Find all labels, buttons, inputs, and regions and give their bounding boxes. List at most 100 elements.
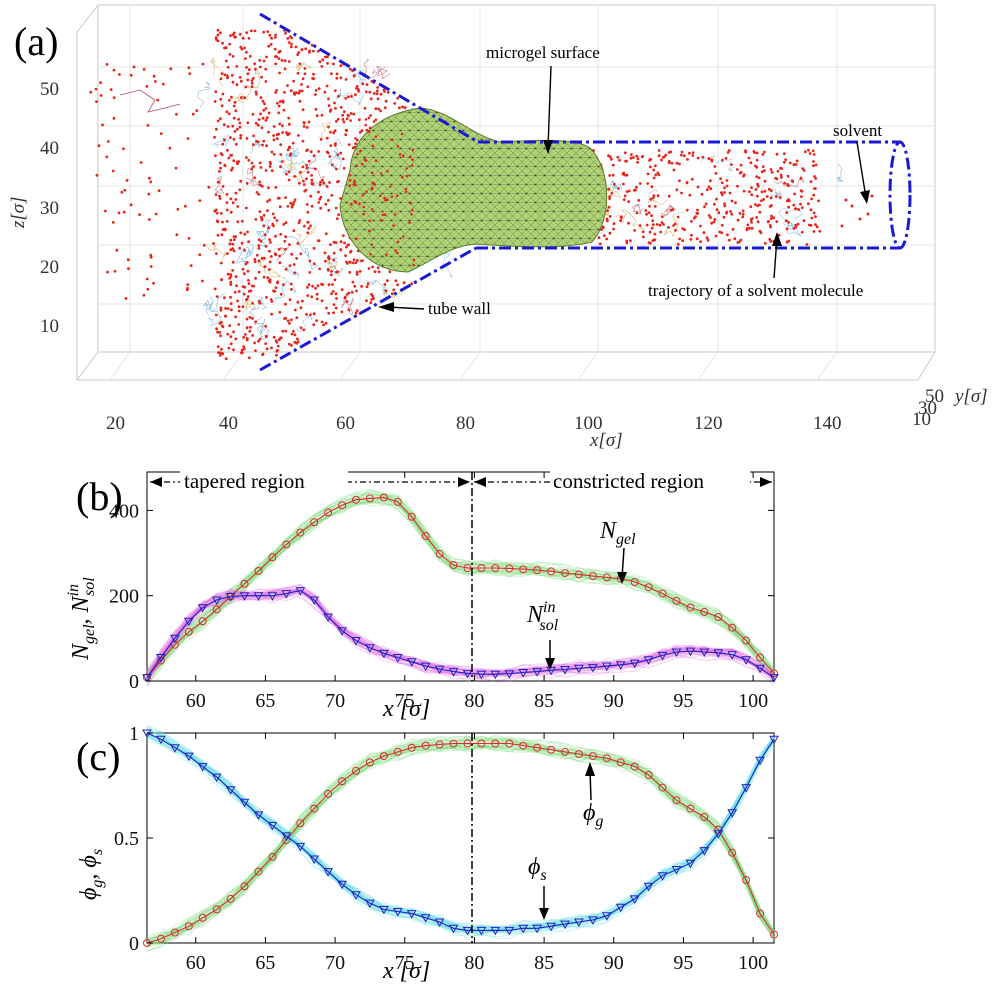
solvent-particle (403, 106, 407, 110)
solvent-particle (316, 284, 320, 288)
solvent-particle (327, 311, 331, 315)
solvent-particle (785, 211, 789, 215)
solvent-particle (316, 239, 320, 243)
x-tick-95: 95 (673, 690, 693, 712)
data-point-N_sol^in (197, 604, 208, 613)
solvent-particle (219, 117, 222, 121)
y-tick-10: 10 (912, 409, 931, 430)
data-point-ϕ_g (505, 739, 514, 748)
solvent-particle (339, 248, 342, 252)
solvent-particle (775, 220, 779, 224)
solvent-particle (755, 175, 758, 179)
solvent-particle (257, 339, 260, 343)
solvent-particle (288, 35, 292, 38)
solvent-particle (712, 220, 716, 224)
solvent-particle (245, 50, 248, 54)
trajectory (778, 207, 803, 228)
solvent-particle (229, 335, 233, 339)
solvent-particle (318, 183, 322, 187)
solvent-particle (608, 195, 612, 198)
solvent-particle (250, 79, 254, 82)
solvent-particle (161, 82, 165, 86)
solvent-particle (221, 41, 225, 45)
solvent-particle (329, 108, 333, 112)
solvent-particle (307, 120, 311, 124)
data-point-ϕ_s (197, 763, 208, 772)
solvent-particle (284, 31, 287, 35)
solvent-particle (219, 261, 223, 265)
solvent-particle (246, 72, 250, 76)
solvent-particle (355, 86, 358, 90)
solvent-particle (220, 233, 224, 237)
solvent-particle (741, 209, 745, 213)
solvent-particle (345, 117, 349, 121)
data-point-N_gel (519, 565, 528, 574)
solvent-particle (641, 155, 645, 158)
solvent-particle (362, 205, 366, 209)
solvent-particle (694, 215, 697, 219)
solvent-particle (768, 237, 772, 241)
arrowhead-ngel (617, 572, 627, 584)
ensemble-curve-N_sol^in (146, 592, 775, 678)
solvent-particle (812, 211, 816, 215)
solvent-particle (612, 227, 615, 231)
solvent-particle (369, 253, 373, 256)
trajectory (307, 156, 327, 186)
solvent-particle (310, 178, 314, 182)
x-tick-90: 90 (604, 952, 624, 974)
trajectory (214, 176, 225, 194)
solvent-particle (285, 131, 288, 134)
solvent-particle (766, 220, 770, 224)
solvent-particle (652, 168, 656, 172)
solvent-particle (606, 209, 609, 213)
ensemble-curve-ϕ_s (146, 736, 775, 937)
solvent-particle (691, 151, 695, 155)
solvent-particle (404, 190, 408, 194)
solvent-particle (277, 104, 281, 108)
trajectory (244, 300, 255, 311)
solvent-particle (225, 252, 229, 256)
solvent-particle (667, 160, 671, 163)
solvent-particle (223, 164, 227, 168)
solvent-particle (315, 292, 319, 296)
solvent-particle (124, 297, 128, 300)
solvent-particle (220, 347, 223, 351)
solvent-particle (245, 326, 249, 330)
solvent-particle (277, 50, 281, 54)
solvent-particle (322, 181, 326, 185)
solvent-particle (233, 100, 237, 104)
solvent-particle (651, 223, 655, 227)
solvent-particle (290, 344, 293, 347)
solvent-particle (286, 148, 290, 152)
solvent-particle (758, 203, 761, 207)
solvent-particle (226, 148, 229, 152)
solvent-particle (219, 212, 223, 215)
solvent-particle (672, 168, 676, 172)
solvent-particle (268, 249, 271, 253)
solvent-particle (334, 241, 338, 245)
solvent-particle (642, 235, 645, 239)
solvent-particle (259, 112, 262, 116)
solvent-particle (651, 219, 655, 223)
data-point-ϕ_s (685, 859, 696, 869)
solvent-particle (251, 302, 255, 305)
data-point-ϕ_g (254, 867, 263, 876)
solvent-particle (219, 97, 223, 101)
solvent-particle (606, 219, 609, 223)
solvent-particle (320, 299, 324, 303)
solvent-particle (384, 289, 388, 293)
solvent-particle (336, 117, 340, 121)
solvent-particle (718, 230, 722, 234)
solvent-particle (257, 270, 261, 274)
solvent-particle (818, 229, 822, 233)
solvent-particle (286, 37, 290, 40)
solvent-particle (308, 49, 311, 53)
solvent-particle (652, 176, 656, 180)
solvent-particle (345, 129, 349, 132)
solvent-particle (247, 279, 250, 282)
solvent-particle (605, 217, 609, 221)
ensemble-curve-N_sol^in (146, 594, 775, 687)
solvent-particle (691, 154, 695, 157)
solvent-particle (656, 194, 660, 198)
